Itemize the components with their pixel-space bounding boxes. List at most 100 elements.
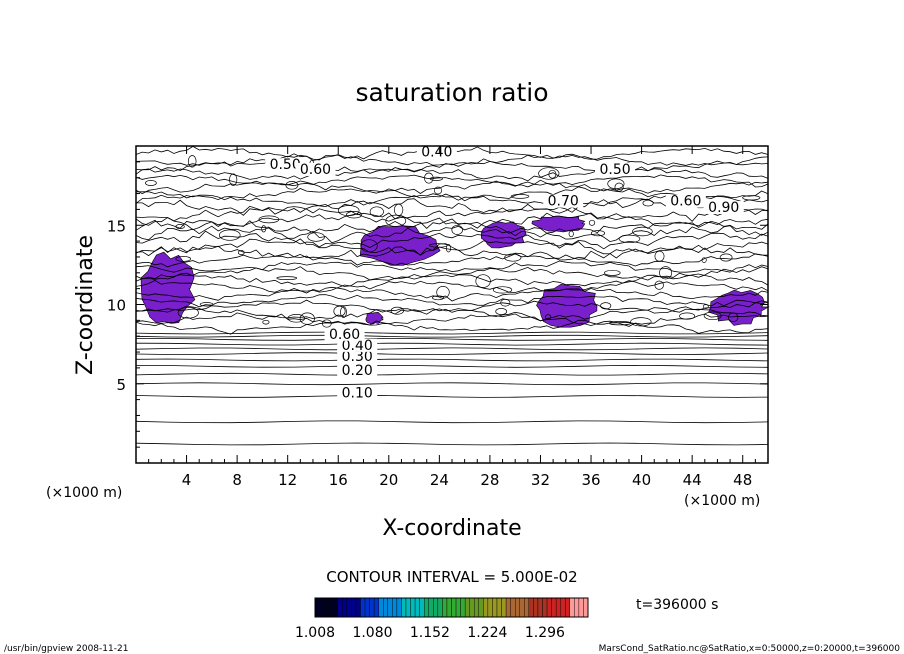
colorbar-cell [455, 597, 461, 618]
contour-line [135, 442, 769, 446]
contour-blob [299, 312, 315, 325]
contour-label: 0.50 [599, 162, 630, 178]
colorbar-cell [410, 597, 416, 618]
colorbar-cell [401, 597, 407, 618]
contour-blob [742, 195, 761, 201]
contour-blob [451, 224, 463, 235]
colorbar-cell [451, 597, 457, 618]
contour-label-bg [337, 386, 378, 400]
colorbar-cell [492, 597, 498, 618]
contour-blob [340, 306, 347, 318]
supersaturated-region [708, 289, 770, 326]
colorbar-cell [474, 597, 480, 618]
contour-blob [145, 180, 157, 186]
contour-label: 0.30 [342, 349, 373, 365]
contour-blob [429, 243, 448, 248]
contour-blob [321, 319, 332, 328]
contour-line [135, 364, 769, 368]
contour-line [135, 334, 769, 338]
contour-label-bg [337, 364, 378, 378]
contour-blob [333, 305, 346, 317]
x-axis-ticks: 4 8 12 16 20 24 28 32 36 40 44 48 [148, 146, 756, 489]
colorbar-cell [396, 597, 402, 618]
colorbar-cell [437, 597, 443, 618]
colorbar-cell [569, 597, 575, 618]
contour-blob [262, 319, 270, 325]
contour-line [135, 286, 769, 302]
contour-line [135, 238, 769, 256]
contour-blob [495, 308, 508, 315]
colorbar-cell [487, 597, 493, 618]
y-axis-label: Z-coordinate [73, 235, 98, 375]
contour-blob [659, 266, 673, 280]
contour-labels: 0.100.200.300.400.600.50 0.600.400.500.70… [265, 145, 744, 401]
colorbar-cell [546, 597, 552, 618]
contour-line [135, 174, 769, 188]
contour-blob [510, 194, 530, 199]
colorbar-cell [383, 597, 389, 618]
contour-label: 0.60 [329, 327, 360, 343]
contour-line [135, 160, 769, 175]
contour-line [135, 420, 769, 424]
x-tick-label: 44 [683, 471, 702, 489]
x-tick-label: 8 [232, 471, 242, 489]
contour-blob [590, 230, 606, 237]
colorbar-cell [583, 597, 589, 618]
colorbar-cell [319, 597, 325, 618]
contour-line [135, 294, 769, 308]
x-tick-label: 48 [733, 471, 752, 489]
colorbar-cell [414, 597, 420, 618]
contour-blob [187, 155, 197, 168]
contour-label: 0.40 [421, 145, 452, 161]
y-tick-label: 10 [107, 297, 126, 315]
x-tick-label: 40 [632, 471, 651, 489]
contour-blob [385, 214, 407, 227]
colorbar-cell [578, 597, 584, 618]
contour-line [135, 299, 769, 315]
contour-label: 0.50 [270, 157, 301, 173]
x-tick-label: 16 [329, 471, 348, 489]
contour-line [135, 252, 769, 268]
contour-blob [568, 230, 574, 238]
colorbar-cell [428, 597, 434, 618]
contour-blob [719, 253, 733, 262]
colorbar-cell [533, 597, 539, 618]
x-tick-label: 36 [581, 471, 600, 489]
colorbar: 1.008 1.080 1.152 1.224 1.296 [295, 597, 589, 641]
colorbar-cell [537, 597, 543, 618]
contour-blob [618, 234, 641, 244]
colorbar-cell [314, 597, 320, 618]
colorbar-tick-label: 1.296 [525, 625, 565, 641]
contour-blob [654, 280, 664, 290]
contour-line [135, 179, 769, 195]
contour-label-bg [703, 200, 744, 214]
contour-line [135, 272, 769, 287]
x-tick-label: 20 [379, 471, 398, 489]
colorbar-cell [351, 597, 357, 618]
contour-blob [258, 215, 280, 224]
colorbar-cell [337, 597, 343, 618]
colorbar-cell [323, 597, 329, 618]
contour-label-bg [595, 162, 636, 176]
contour-blob [261, 225, 267, 233]
contour-line [135, 342, 769, 346]
x-unit-label: (×1000 m) [684, 493, 760, 509]
contour-blob [276, 276, 298, 280]
contour-blob [607, 178, 625, 190]
colorbar-cell [424, 597, 429, 618]
colorbar-cell [519, 597, 525, 618]
supersaturated-region [365, 311, 384, 325]
colorbar-cell [551, 597, 557, 618]
contour-label: 0.40 [342, 338, 373, 354]
colorbar-cell [478, 597, 484, 618]
contour-line [135, 358, 769, 362]
colorbar-cell [355, 597, 361, 618]
supersaturated-region [531, 215, 586, 233]
contour-line [135, 166, 769, 182]
colorbar-cell [515, 597, 520, 618]
contour-line [136, 186, 769, 202]
contour-line [135, 331, 769, 335]
colorbar-cell [574, 597, 580, 618]
colorbar-tick-label: 1.080 [352, 625, 392, 641]
